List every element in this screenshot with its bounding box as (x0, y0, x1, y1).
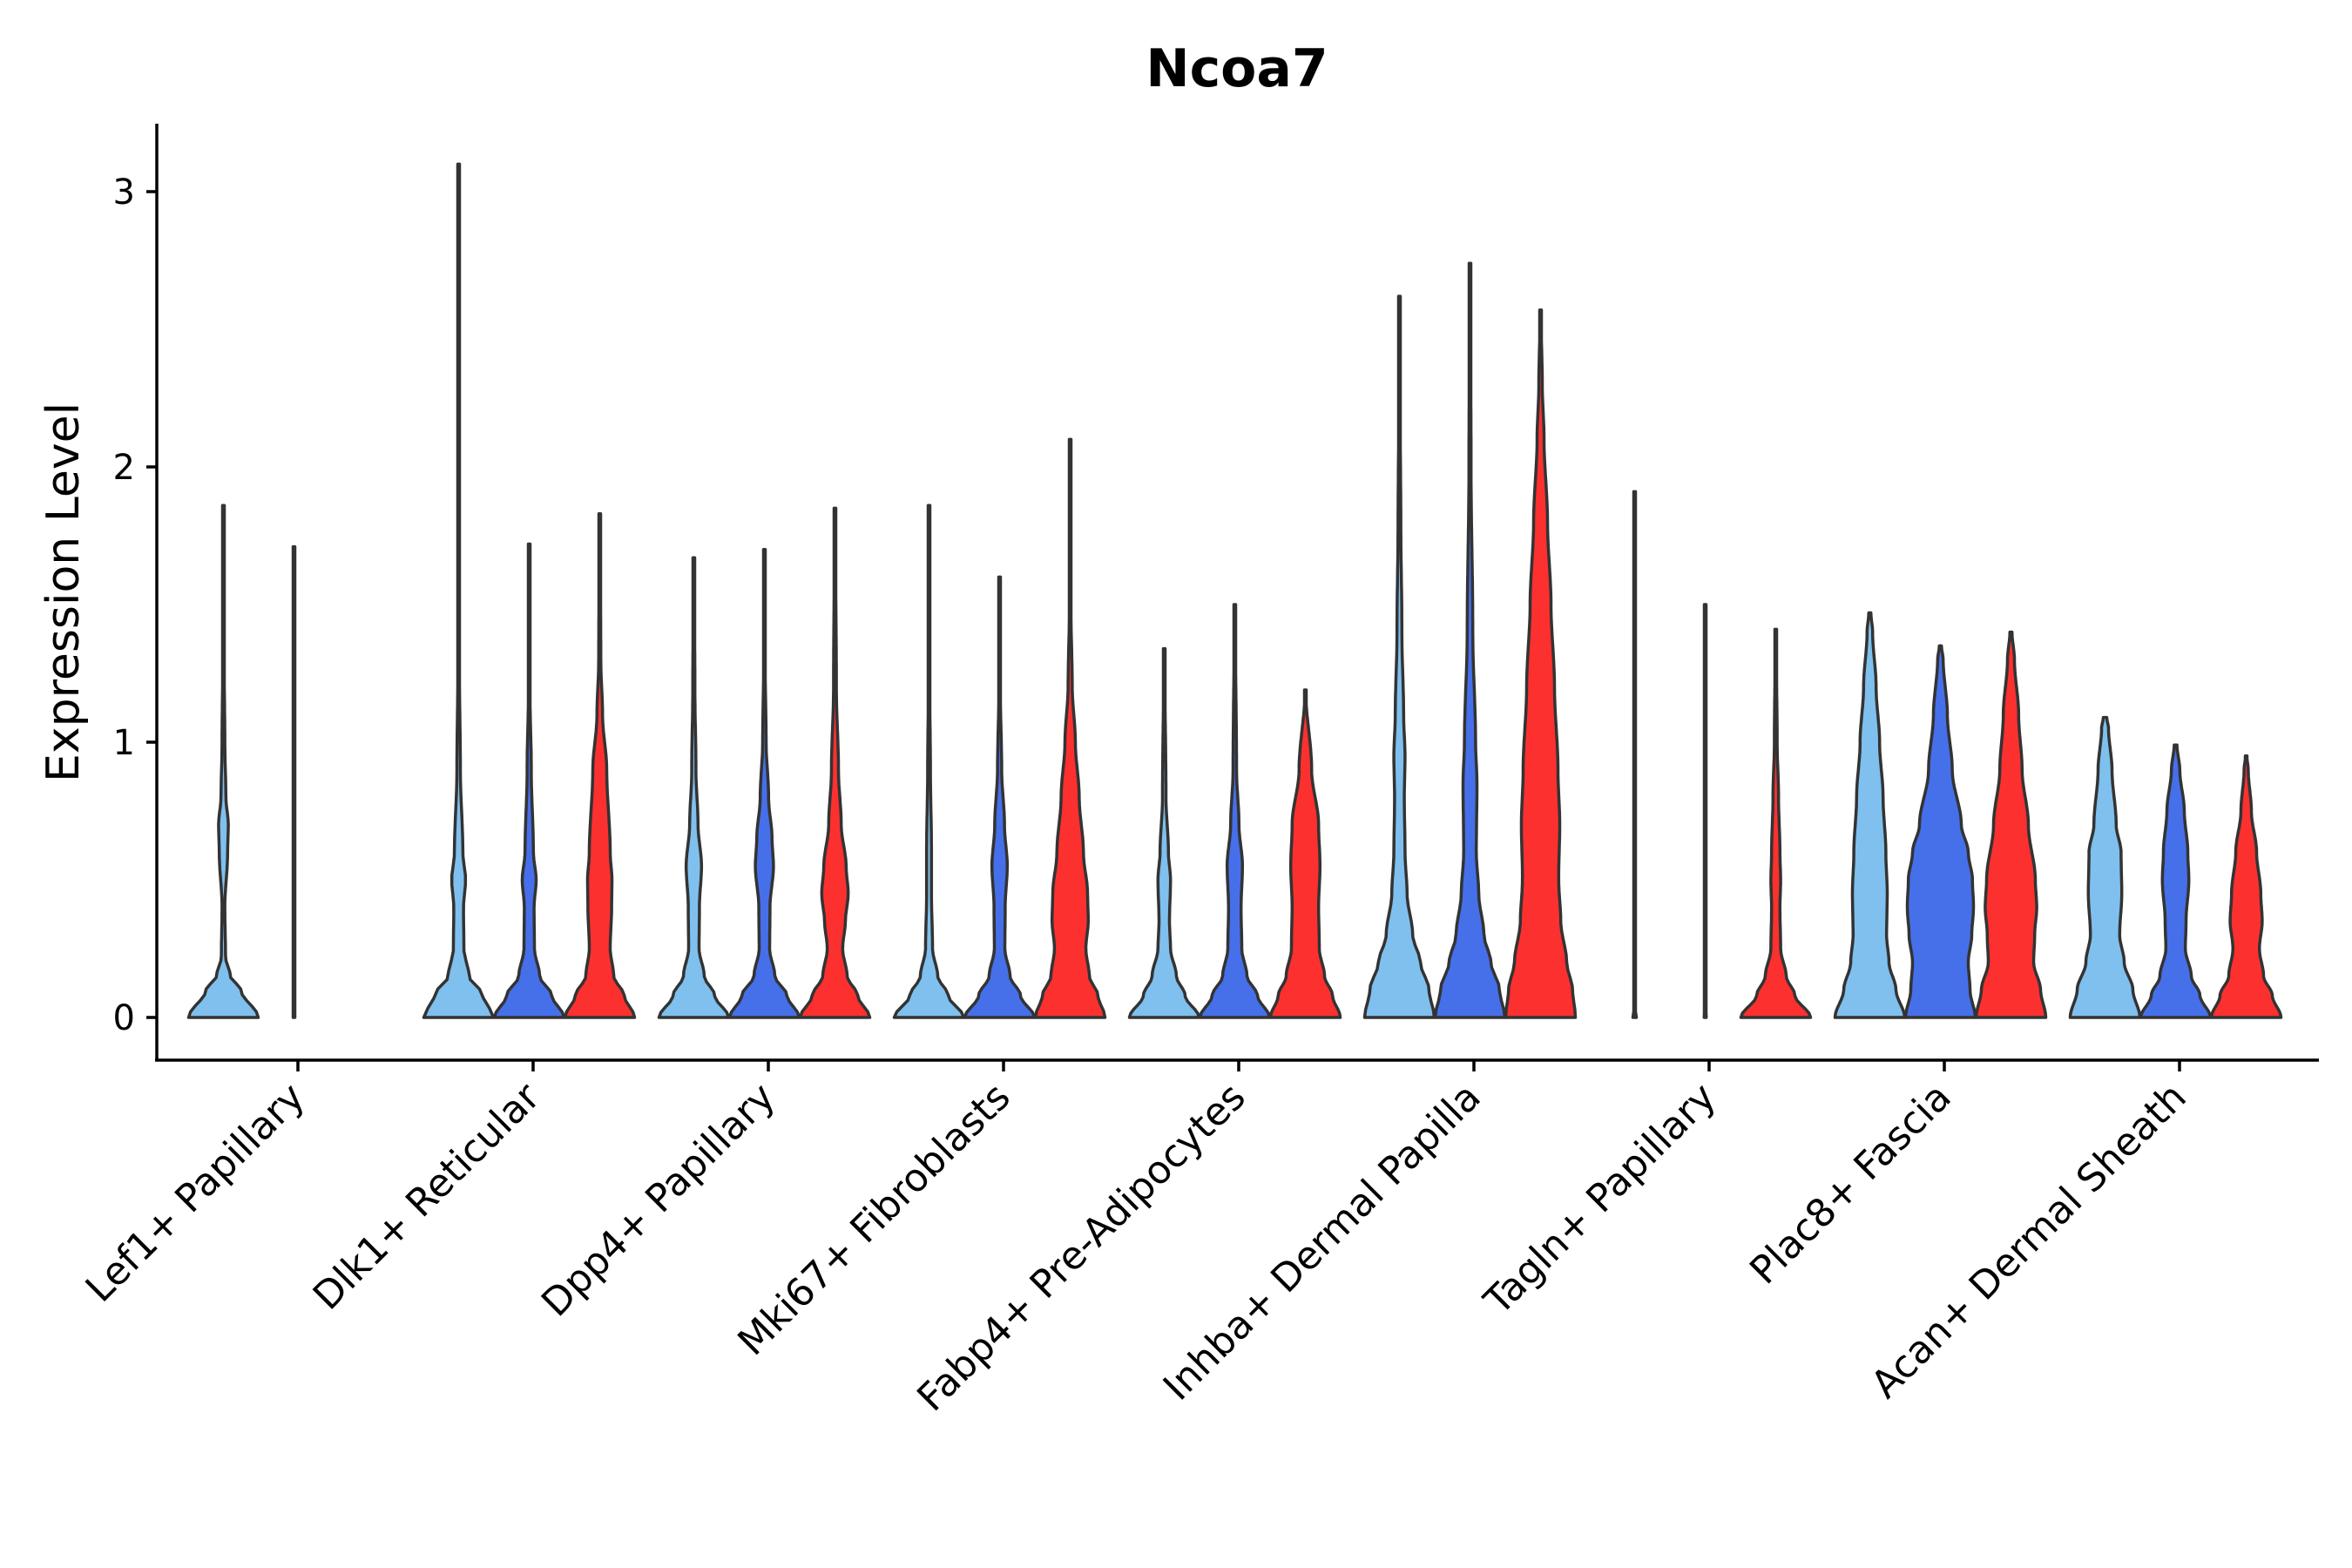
violin-layer (186, 162, 2283, 1019)
violin-8-1 (1833, 611, 1907, 1019)
violin-8-3 (1974, 630, 2048, 1019)
violin-3-1 (657, 556, 731, 1019)
violin-6-1 (1362, 294, 1436, 1019)
y-tick-label: 0 (113, 998, 135, 1038)
violin-7-3 (1739, 627, 1813, 1019)
violin-5-1 (1127, 646, 1201, 1019)
violin-5-2 (1198, 603, 1272, 1019)
y-ticks: 0 1 2 3 (113, 172, 157, 1038)
violin-3-2 (727, 548, 801, 1019)
violin-2-3 (563, 511, 637, 1019)
violin-8-2 (1903, 644, 1977, 1019)
x-tick-label: Lef1+ Papillary (78, 1075, 314, 1311)
violin-1-2 (291, 544, 297, 1019)
violin-2-1 (422, 162, 496, 1019)
violin-4-2 (963, 575, 1037, 1019)
chart-title: Ncoa7 (1146, 38, 1328, 99)
violin-1-1 (186, 504, 260, 1019)
y-tick-label: 3 (113, 172, 135, 213)
violin-6-3 (1504, 308, 1578, 1019)
violin-9-1 (2068, 715, 2142, 1019)
violin-9-3 (2209, 754, 2283, 1019)
x-tick-label: Dpp4+ Papillary (533, 1075, 784, 1326)
violin-7-1 (1631, 490, 1639, 1019)
x-tick-label: Dlk1+ Reticular (305, 1074, 550, 1319)
violin-3-3 (798, 506, 872, 1019)
violin-6-2 (1433, 261, 1507, 1019)
x-tick-label: Tagln+ Papillary (1476, 1075, 1725, 1324)
y-axis-label: Expression Level (37, 402, 90, 782)
violin-4-1 (892, 504, 966, 1019)
violin-7-2 (1702, 603, 1708, 1019)
violin-5-3 (1268, 688, 1342, 1019)
violin-4-3 (1033, 437, 1107, 1019)
x-tick-label: Plac8+ Fascia (1741, 1075, 1960, 1294)
violin-2-2 (492, 542, 566, 1019)
y-tick-label: 2 (113, 448, 135, 488)
y-tick-label: 1 (113, 723, 135, 763)
violin-9-2 (2139, 743, 2213, 1019)
